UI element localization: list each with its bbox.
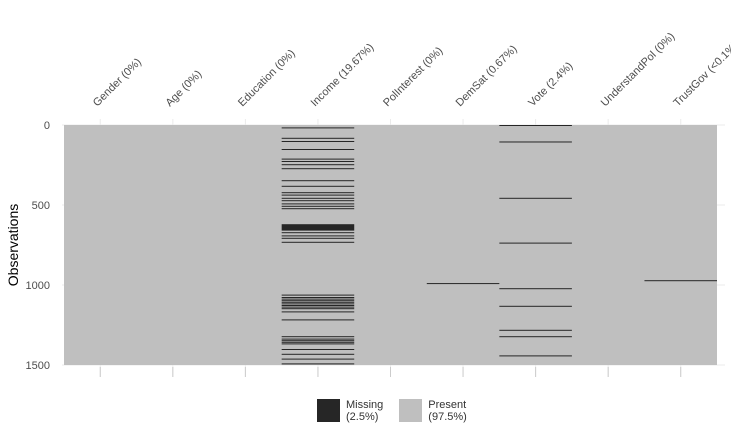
missing-cell-3-0 [281,127,355,129]
missing-cell-3-40 [281,358,355,360]
missing-cell-3-22 [281,294,355,296]
missing-cell-3-12 [281,197,355,199]
missing-cell-3-18 [281,232,355,234]
missing-cell-3-11 [281,194,355,196]
column-label-7: UnderstandPol (0%) [599,31,678,110]
column-label-4: PolInterest (0%) [381,45,445,109]
column-label-3: Income (19.67%) [309,41,377,109]
missing-cell-3-30 [281,308,355,310]
column-label-1: Age (0%) [163,68,204,109]
missing-cell-6-4 [499,288,572,290]
missing-cell-6-7 [499,336,572,338]
legend-percent-present: (97.5%) [428,411,467,423]
y-tick-label-1: 500 [32,200,50,212]
missing-cell-6-5 [499,305,572,307]
column-label-8: TrustGov (<0.1%) [671,39,731,109]
missing-cell-3-15 [281,205,355,207]
missing-cell-3-32 [281,319,355,321]
missing-cell-3-17 [281,224,355,231]
missing-cell-3-35 [281,340,355,342]
missing-cell-3-19 [281,235,355,237]
missing-cell-3-36 [281,341,355,343]
missing-cell-3-37 [281,343,355,345]
y-tick-label-0: 0 [44,120,50,132]
missing-cell-3-1 [281,137,355,139]
legend: Missing (2.5%) Present (97.5%) [317,399,467,423]
column-label-0: Gender (0%) [91,56,144,109]
y-tick-label-2: 1000 [26,280,50,292]
legend-percent-missing: (2.5%) [346,411,379,423]
missing-cell-6-2 [499,197,572,199]
legend-item-present: Present (97.5%) [399,399,467,423]
column-labels: Gender (0%) Age (0%) Education (0%) Income … [91,31,731,110]
missing-cell-3-28 [281,305,355,306]
column-label-6: Vote (2.4%) [526,60,575,109]
missing-cell-3-27 [281,303,355,305]
legend-label-present: Present [428,399,467,411]
missing-cell-3-24 [281,298,355,300]
missing-cell-3-10 [281,192,355,194]
missing-cell-3-41 [281,363,355,365]
missing-cell-3-34 [281,338,355,340]
missing-cell-3-8 [281,180,355,182]
missing-cell-8-0 [644,280,717,282]
missing-cell-6-3 [499,242,572,244]
legend-label-missing: Missing [346,399,384,411]
missing-cell-3-39 [281,353,355,355]
missing-cell-6-8 [499,355,572,357]
missing-cell-3-3 [281,149,355,150]
column-label-5: DemSat (0.67%) [454,43,520,109]
x-tick-marks [99,367,682,377]
missing-cell-3-13 [281,200,355,202]
missing-cell-3-31 [281,311,355,313]
missing-cell-5-0 [426,283,500,285]
missing-cell-3-16 [281,208,355,210]
missing-cell-6-6 [499,329,572,331]
plot-background [64,125,717,365]
missing-cell-3-25 [281,300,355,302]
missing-cell-3-33 [281,336,355,338]
legend-item-missing: Missing (2.5%) [317,399,383,423]
missing-cell-3-14 [281,203,355,205]
missing-cell-3-23 [281,297,355,298]
missing-cells-layer [281,125,717,365]
missing-cell-6-1 [499,141,572,143]
legend-swatch-missing [317,399,340,422]
missing-cell-3-9 [281,185,355,187]
y-axis-title: Observations [5,204,21,286]
missing-cell-3-21 [281,241,355,243]
y-tick-labels: 0 500 1000 1500 [26,120,50,372]
missing-cell-3-6 [281,164,355,166]
missing-cell-3-38 [281,349,355,350]
missing-cell-3-26 [281,301,355,303]
missing-cell-3-7 [281,168,355,170]
missing-cell-3-4 [281,158,355,160]
missing-cell-3-20 [281,237,355,239]
missing-cell-3-2 [281,141,355,142]
missing-cell-3-5 [281,161,355,162]
column-label-2: Education (0%) [236,47,298,109]
y-tick-label-3: 1500 [26,360,50,372]
missing-cell-3-29 [281,306,355,308]
legend-swatch-present [399,399,423,422]
missing-cell-6-0 [499,125,572,126]
